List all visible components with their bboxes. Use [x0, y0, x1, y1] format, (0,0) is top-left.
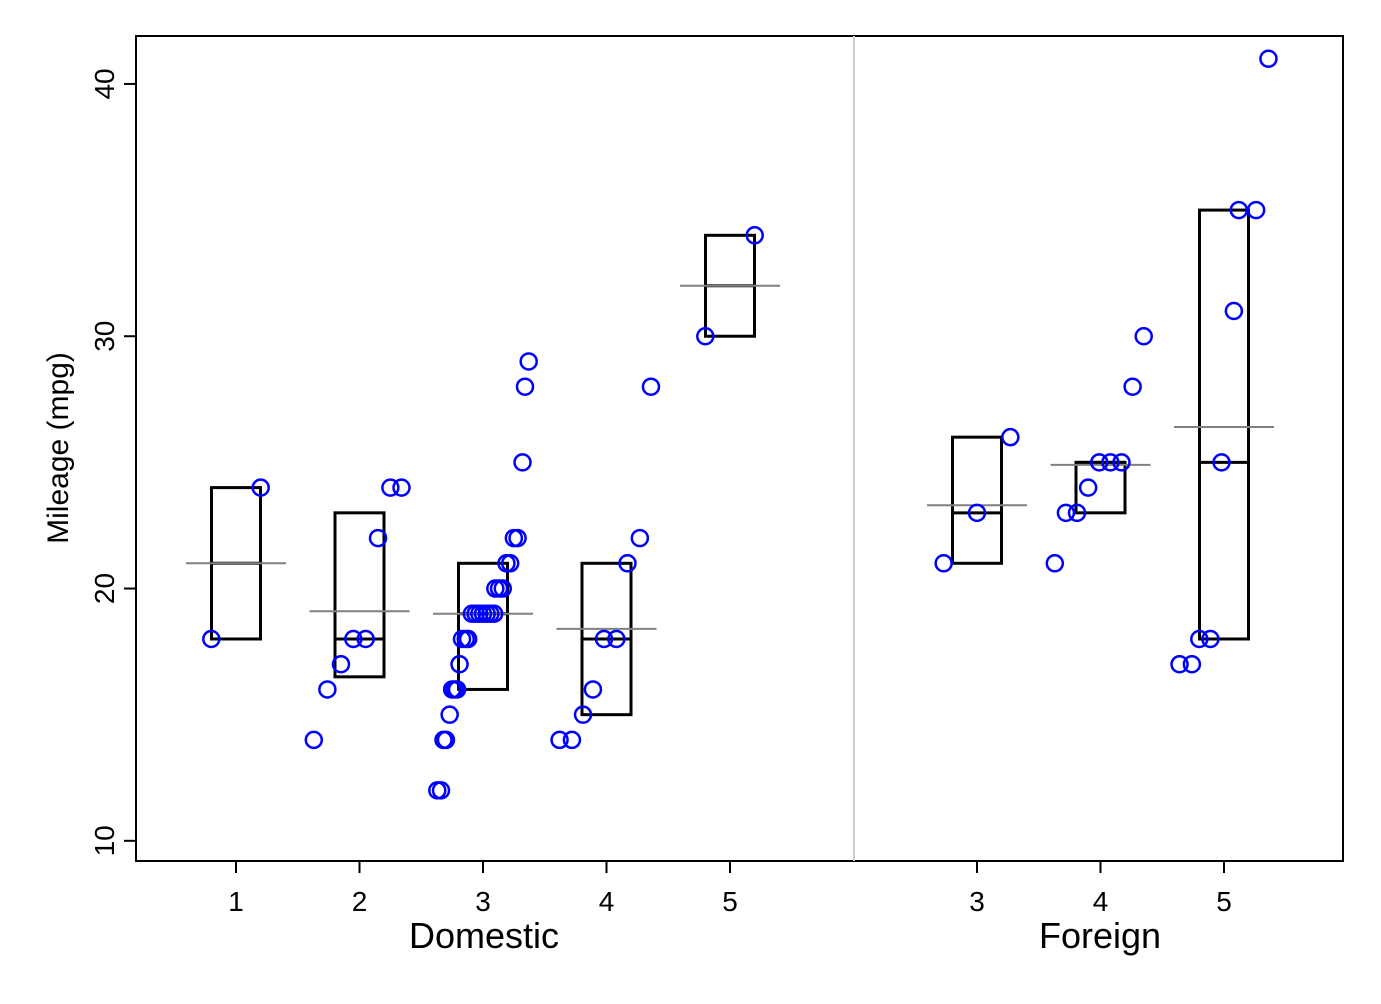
data-point	[1170, 654, 1189, 674]
plot-frame	[135, 35, 1344, 862]
x-tick-label: 5	[1216, 886, 1232, 917]
data-point	[1212, 453, 1231, 472]
data-point	[447, 680, 467, 699]
data-point	[696, 326, 715, 346]
data-point	[1123, 377, 1142, 396]
data-point	[1067, 503, 1087, 523]
data-point	[1259, 49, 1278, 68]
data-point	[1224, 301, 1244, 321]
plot-area: 10 20 30 40 Domestic 1 2 3 4 5 Foreign 3 4 5	[89, 35, 1344, 956]
data-point	[493, 579, 513, 598]
data-point	[745, 226, 764, 245]
data-point	[356, 629, 375, 649]
data-point	[1045, 554, 1065, 573]
y-axis-title: Mileage (mpg)	[42, 352, 75, 544]
y-tick-label: 10	[89, 825, 120, 856]
data-point	[1229, 200, 1249, 220]
data-point	[1134, 326, 1153, 346]
data-point	[508, 528, 527, 548]
y-tick-label: 20	[89, 573, 120, 604]
group-domestic: Domestic 1 2 3 4 5	[186, 226, 780, 956]
category-foreign-5: 5	[1170, 49, 1278, 917]
data-point	[513, 453, 532, 472]
x-tick-label: 5	[722, 886, 738, 917]
data-point	[967, 503, 987, 523]
data-point	[641, 377, 661, 396]
data-point	[304, 730, 324, 750]
data-point	[368, 528, 388, 548]
data-point	[594, 629, 614, 649]
x-tick-label: 1	[228, 886, 244, 917]
data-point	[450, 654, 469, 674]
data-point	[1101, 453, 1120, 472]
category-domestic-1: 1	[186, 478, 286, 917]
category-foreign-3: 3	[927, 427, 1027, 917]
box	[333, 511, 386, 679]
data-point	[381, 478, 400, 497]
data-point	[607, 629, 626, 649]
data-point	[431, 781, 451, 800]
category-domestic-4: 4	[550, 377, 661, 917]
data-point	[583, 680, 603, 699]
data-point	[1001, 427, 1020, 447]
box	[951, 435, 1003, 565]
category-foreign-4: 4	[1045, 326, 1153, 917]
data-point	[1112, 453, 1131, 472]
data-point	[318, 680, 337, 699]
data-point	[1078, 478, 1098, 497]
data-point	[331, 654, 351, 674]
x-tick-label: 3	[969, 886, 985, 917]
category-domestic-2: 2	[304, 478, 411, 917]
data-point	[458, 629, 478, 649]
data-point	[1246, 200, 1266, 220]
x-tick-label: 3	[475, 886, 491, 917]
group-label: Foreign	[1039, 915, 1161, 956]
data-point	[504, 528, 524, 548]
data-point	[484, 604, 504, 624]
y-tick-label: 40	[89, 68, 120, 99]
data-point	[440, 705, 459, 724]
data-point	[251, 478, 270, 497]
data-point	[344, 629, 363, 649]
data-point	[500, 554, 520, 573]
data-point	[934, 554, 953, 573]
category-domestic-5: 5	[680, 226, 780, 917]
data-point	[573, 705, 593, 724]
group-foreign: Foreign 3 4 5	[927, 49, 1278, 956]
x-tick-label: 2	[352, 886, 368, 917]
data-point	[489, 579, 509, 598]
data-point	[630, 528, 650, 548]
data-point	[1056, 503, 1076, 523]
data-point	[1190, 629, 1209, 649]
data-point	[436, 730, 456, 750]
data-point	[562, 730, 582, 750]
x-tick-label: 4	[599, 886, 615, 917]
group-label: Domestic	[409, 915, 559, 956]
category-domestic-3: 3	[428, 352, 538, 917]
data-point	[618, 554, 637, 573]
data-point	[519, 352, 538, 371]
data-point	[550, 730, 569, 750]
box	[457, 561, 509, 691]
data-point	[428, 781, 447, 800]
y-tick-label: 30	[89, 321, 120, 352]
box	[1198, 208, 1250, 641]
data-point	[202, 629, 221, 649]
data-point	[1201, 629, 1220, 649]
data-point	[515, 377, 535, 396]
x-tick-label: 4	[1093, 886, 1109, 917]
data-point	[1090, 453, 1109, 472]
data-point	[1182, 654, 1202, 674]
data-point	[392, 478, 411, 497]
